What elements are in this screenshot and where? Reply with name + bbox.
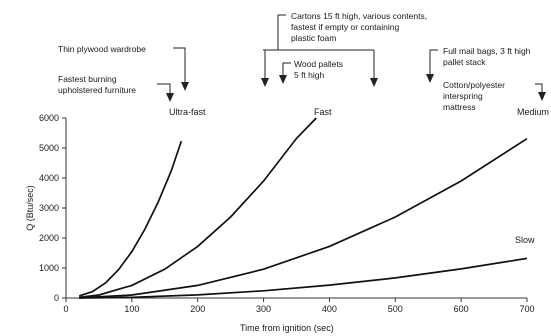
x-axis-title: Time from ignition (sec) xyxy=(240,323,334,333)
arrow-pallets xyxy=(279,75,287,84)
label-ultra-fast: Ultra-fast xyxy=(169,107,206,117)
y-tick-label: 6000 xyxy=(39,113,59,123)
label-slow: Slow xyxy=(515,235,535,245)
note-mattress-line2: interspring xyxy=(443,91,483,101)
note-mailbags: Full mail bags, 3 ft high pallet stack xyxy=(443,46,533,67)
x-tick-label: 600 xyxy=(454,304,469,314)
y-ticks: 0 1000 2000 3000 4000 5000 6000 xyxy=(39,113,66,303)
pointer-mailbags xyxy=(429,49,438,74)
x-tick-label: 0 xyxy=(63,304,68,314)
y-tick-label: 0 xyxy=(54,293,59,303)
x-tick-label: 400 xyxy=(322,304,337,314)
note-cartons-line2: fastest if empty or containing xyxy=(291,22,399,32)
x-tick-label: 300 xyxy=(256,304,271,314)
y-tick-label: 1000 xyxy=(39,263,59,273)
note-cartons: Cartons 15 ft high, various contents, fa… xyxy=(291,11,429,43)
x-tick-label: 700 xyxy=(519,304,534,314)
note-pallets-line1: Wood pallets xyxy=(294,59,343,69)
y-tick-label: 3000 xyxy=(39,203,59,213)
curve-medium xyxy=(79,137,528,299)
note-mailbags-line1: Full mail bags, 3 ft high xyxy=(443,46,531,56)
note-pallets-line2: 5 ft high xyxy=(294,70,325,80)
pointer-wardrobe xyxy=(173,47,186,82)
arrow-wardrobe xyxy=(181,82,189,91)
note-mattress-line1: Cotton/polyester xyxy=(443,80,505,90)
note-mattress-line3: mattress xyxy=(443,102,476,112)
pointer-furniture xyxy=(157,83,171,93)
arrow-mailbags xyxy=(426,74,434,83)
pointer-mattress xyxy=(535,83,543,92)
series-curves xyxy=(78,117,528,299)
arrow-cartons-left xyxy=(261,78,269,87)
y-tick-label: 4000 xyxy=(39,173,59,183)
note-furniture-line1: Fastest burning xyxy=(58,74,117,84)
x-ticks: 0 100 200 300 400 500 600 700 xyxy=(63,298,535,314)
curve-ultra-fast xyxy=(78,140,183,297)
pointer-cartons xyxy=(263,14,375,78)
note-pallets: Wood pallets 5 ft high xyxy=(294,59,345,80)
note-furniture: Fastest burning upholstered furniture xyxy=(58,74,136,95)
note-cartons-line3: plastic foam xyxy=(291,33,336,43)
pointer-pallets xyxy=(282,62,291,75)
y-tick-label: 5000 xyxy=(39,143,59,153)
note-cartons-line1: Cartons 15 ft high, various contents, xyxy=(291,11,427,21)
y-tick-label: 2000 xyxy=(39,233,59,243)
label-fast: Fast xyxy=(314,107,332,117)
curve-fast xyxy=(79,117,317,299)
y-axis-title: Q (Btu/sec) xyxy=(25,185,35,231)
curve-slow xyxy=(79,257,528,299)
arrow-cartons-right xyxy=(370,78,378,87)
label-medium: Medium xyxy=(517,107,549,117)
arrow-furniture xyxy=(166,93,174,102)
note-mailbags-line2: pallet stack xyxy=(443,57,486,67)
x-tick-label: 500 xyxy=(388,304,403,314)
arrow-mattress xyxy=(538,92,546,101)
x-tick-label: 100 xyxy=(124,304,139,314)
note-mattress: Cotton/polyester interspring mattress xyxy=(443,80,507,112)
note-wardrobe: Thin plywood wardrobe xyxy=(58,44,146,54)
x-tick-label: 200 xyxy=(190,304,205,314)
note-furniture-line2: upholstered furniture xyxy=(58,85,136,95)
